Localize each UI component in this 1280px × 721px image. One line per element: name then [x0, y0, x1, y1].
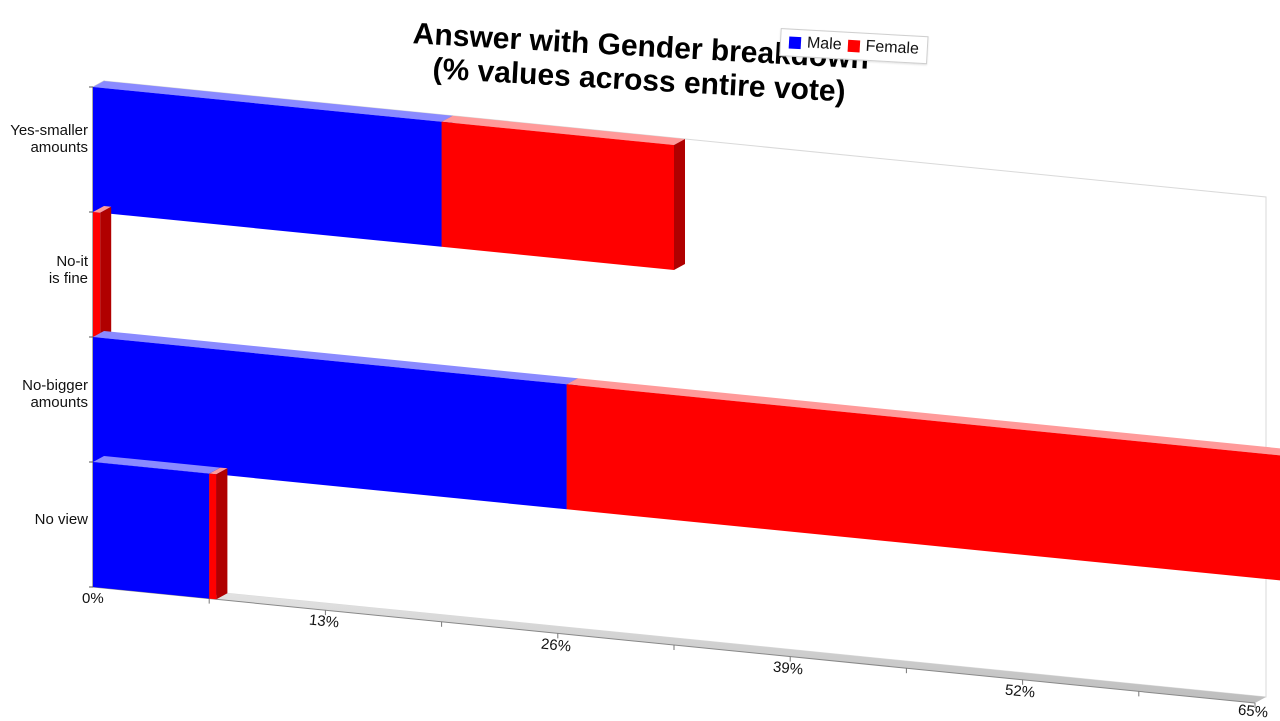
y-tick-label-line: Yes-smaller [10, 122, 88, 139]
y-tick-label-line: No view [34, 511, 88, 528]
legend-label-female: Female [865, 37, 920, 58]
bar-front-face [93, 462, 210, 599]
x-tick-label-39: 39% [772, 658, 804, 679]
bar-side-face [674, 139, 685, 270]
x-tick-label-13: 13% [308, 611, 340, 632]
legend-swatch-female [847, 39, 860, 53]
y-tick-label-no-it: No-it is fine [49, 253, 88, 287]
y-tick-label-line: amounts [30, 394, 88, 411]
bar-side-face [100, 206, 112, 338]
bar-top-face [93, 331, 578, 385]
legend-swatch-male [788, 36, 802, 50]
bar-female-1 [93, 206, 112, 338]
bar-side-face [216, 468, 228, 600]
y-tick-label-no-bigger: No-bigger amounts [22, 377, 88, 411]
bar-front-face [93, 337, 567, 510]
bar-front-face [209, 473, 217, 600]
bar-top-face [441, 115, 685, 145]
bar-female-0 [441, 115, 685, 270]
y-tick-label-line: No-bigger [22, 377, 88, 394]
bar-top-face [93, 456, 221, 474]
bar-front-face [566, 384, 1280, 581]
x-tick-label-52: 52% [1004, 681, 1036, 702]
bar-front-face [93, 212, 101, 338]
y-tick-label-line: No-it [56, 253, 88, 270]
y-tick-label-line: is fine [48, 270, 88, 287]
bar-female-2 [566, 378, 1280, 581]
bar-male-3 [93, 456, 221, 599]
bar-top-face [209, 467, 228, 475]
legend-item-male: Male [788, 34, 842, 55]
legend-item-female: Female [847, 37, 919, 59]
x-tick-label-0: 0% [82, 590, 104, 607]
bar-female-3 [209, 467, 228, 600]
y-tick-label-line: amounts [30, 139, 88, 156]
bar-top-face [93, 206, 112, 213]
plot-floor [93, 581, 1266, 703]
bar-front-face [93, 87, 442, 247]
bar-top-face [566, 378, 1280, 456]
y-tick-label-no-view: No view [35, 511, 88, 528]
bar-front-face [441, 121, 674, 270]
y-tick-label-yes-smaller: Yes-smaller amounts [10, 122, 88, 156]
x-tick-label-65: 65% [1237, 701, 1269, 721]
x-tick-label-26: 26% [540, 635, 572, 656]
bar-top-face [93, 81, 453, 122]
legend-label-male: Male [806, 34, 843, 54]
